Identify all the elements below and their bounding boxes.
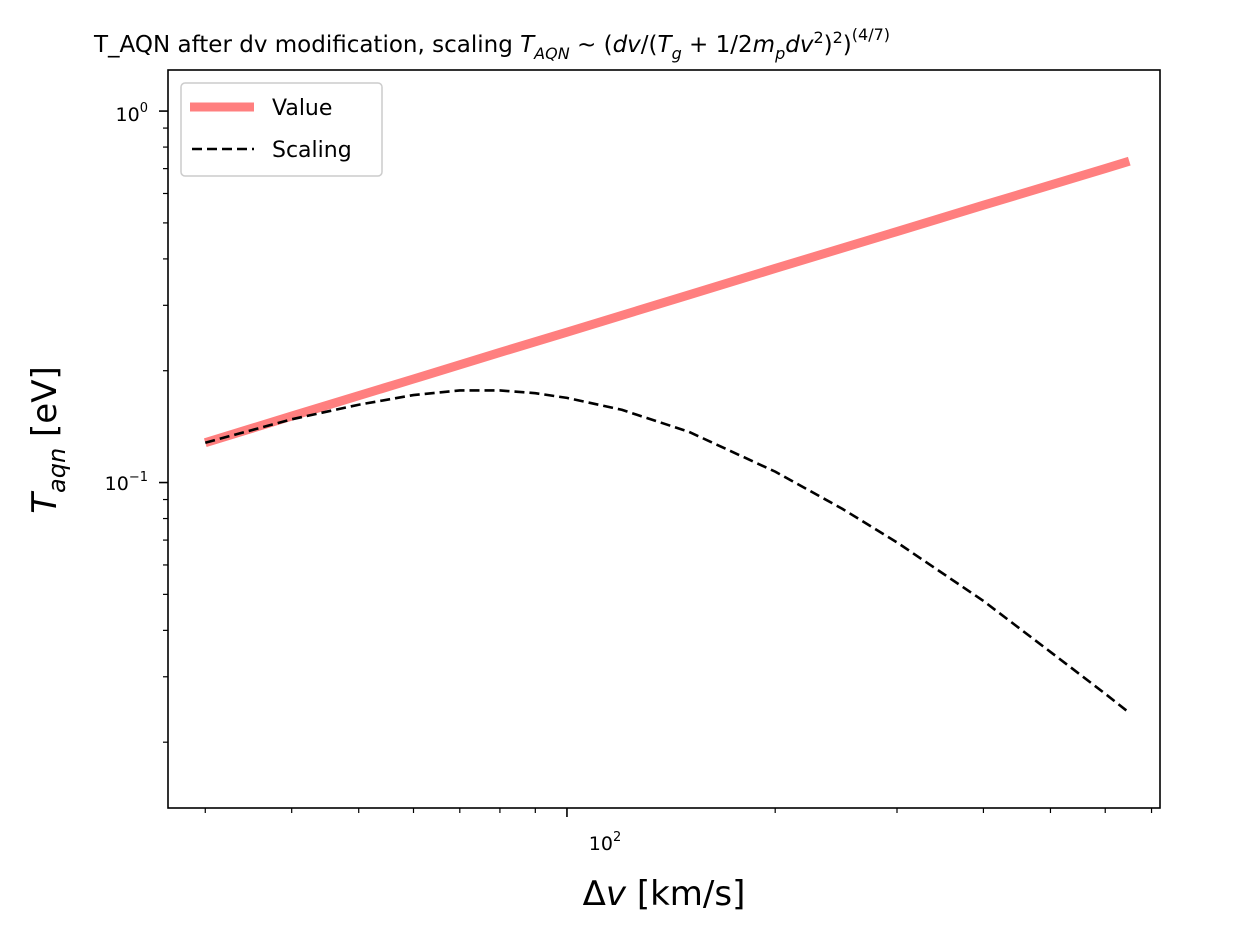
legend: Value Scaling: [180, 82, 383, 177]
y-tick-label-1: 100: [116, 101, 148, 126]
series-line-scaling: [204, 389, 1131, 714]
x-axis-label: Δv [km/s]: [583, 874, 746, 914]
plot-area: [167, 69, 1161, 809]
chart-title: T_AQN after dv modification, scaling TAQ…: [93, 25, 890, 63]
legend-label-scaling: Scaling: [272, 138, 352, 163]
axis-ticks: [159, 110, 1153, 817]
chart-title-text: T_AQN after dv modification, scaling: [93, 32, 513, 58]
x-tick-label-100: 102: [589, 830, 621, 855]
y-axis-label: Taqn [eV]: [25, 366, 71, 513]
series-line-value: [203, 156, 1131, 448]
y-tick-label-0.1: 10−1: [105, 470, 148, 495]
series-layer: [203, 156, 1131, 714]
legend-label-value: Value: [272, 96, 332, 121]
